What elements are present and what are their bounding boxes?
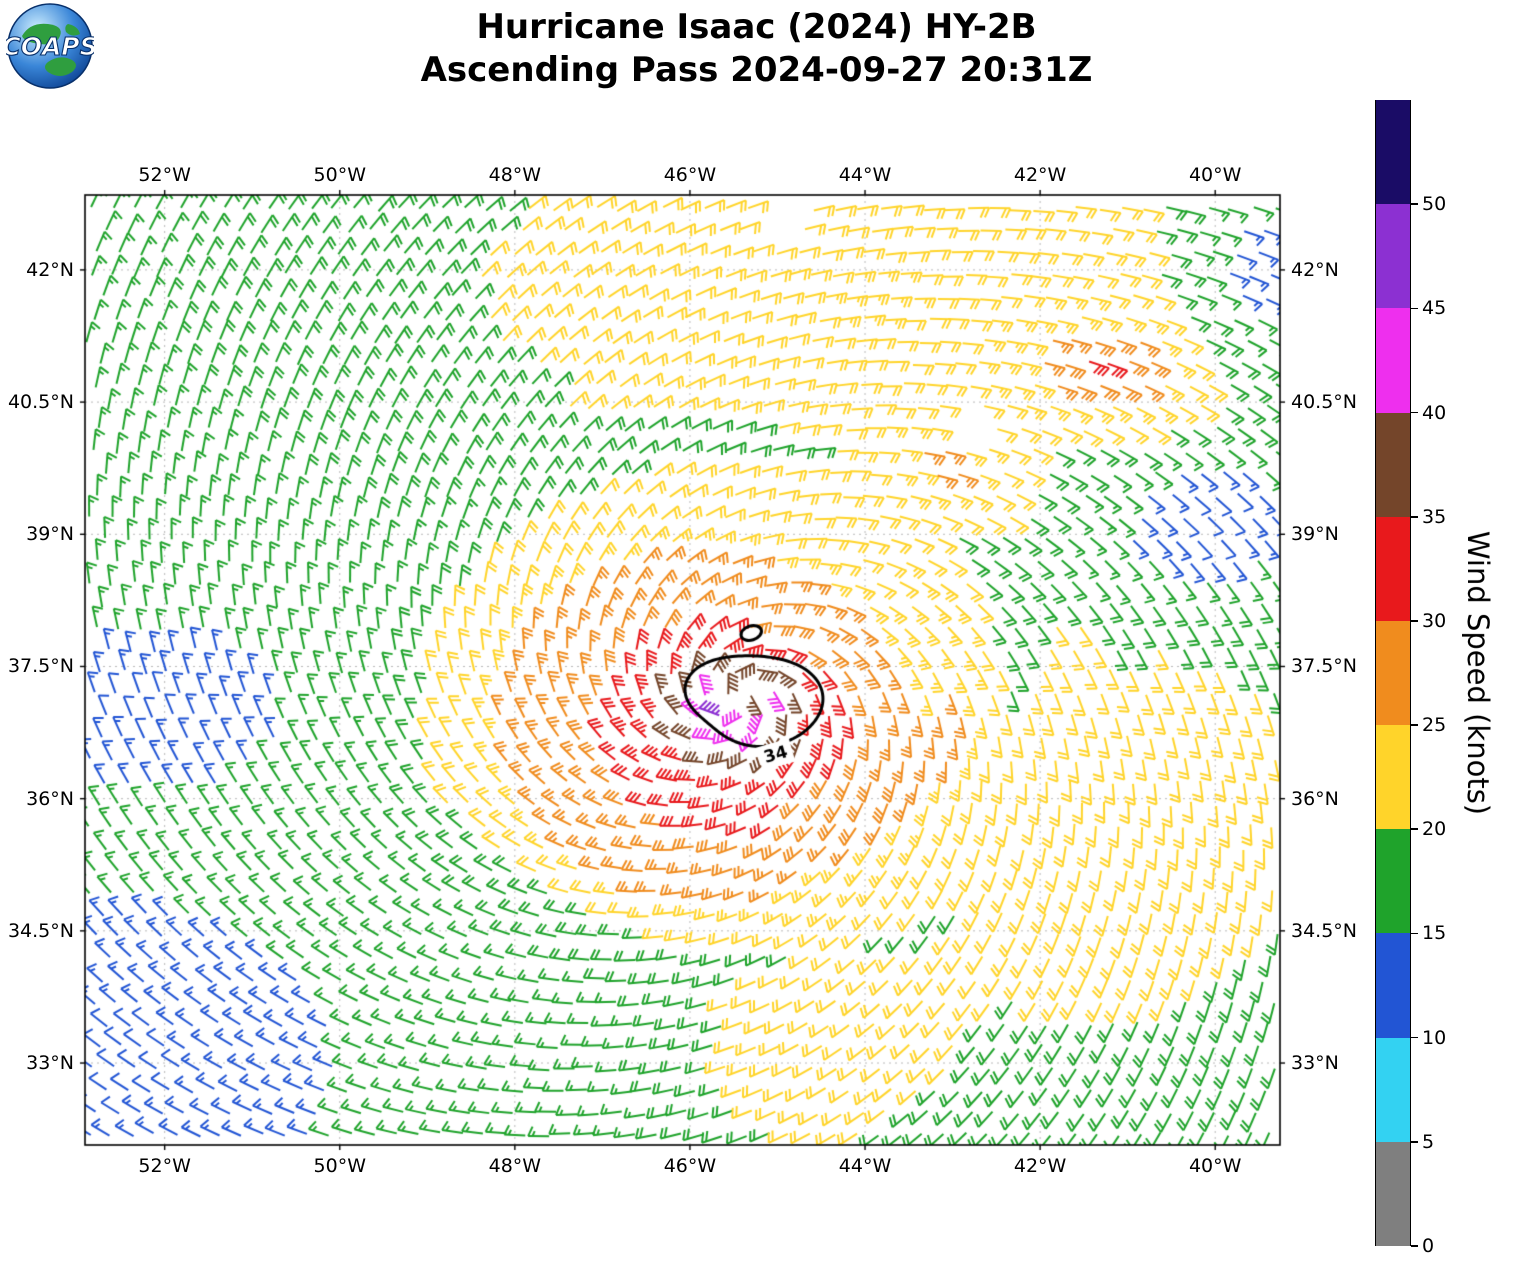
- colorbar-segment: [1376, 307, 1410, 413]
- colorbar-tick-mark: [1411, 307, 1418, 310]
- x-axis-tick-label-bottom: 40°W: [1188, 1155, 1242, 1177]
- colorbar-tick-mark: [1411, 1141, 1418, 1143]
- x-axis-tick-label-bottom: 44°W: [838, 1155, 892, 1177]
- y-axis-tick-label-left: 37.5°N: [7, 655, 74, 678]
- x-axis-tick-label-bottom: 46°W: [663, 1155, 717, 1177]
- x-axis-tick-label-top: 46°W: [663, 164, 717, 186]
- colorbar-tick-mark: [1411, 620, 1418, 622]
- y-axis-tick-label-right: 33°N: [1291, 1052, 1339, 1075]
- colorbar-tick-label: 20: [1422, 818, 1447, 841]
- colorbar-tick-mark: [1411, 1245, 1418, 1247]
- y-axis-tick-label-left: 34.5°N: [7, 919, 74, 942]
- x-axis-tick-label-top: 52°W: [138, 164, 191, 186]
- colorbar-tick-label: 0: [1422, 1235, 1435, 1257]
- x-axis-tick-label-bottom: 50°W: [313, 1155, 366, 1177]
- colorbar-tick-label: 50: [1422, 193, 1447, 216]
- x-axis-tick-label-top: 44°W: [838, 164, 892, 186]
- y-axis-tick-label-right: 34.5°N: [1291, 919, 1358, 942]
- y-axis-tick-label-right: 42°N: [1291, 258, 1339, 281]
- colorbar-tick-label: 40: [1422, 401, 1447, 424]
- x-axis-tick-label-top: 42°W: [1013, 164, 1067, 186]
- colorbar-tick-label: 15: [1422, 922, 1447, 945]
- y-axis-tick-label-right: 40.5°N: [1291, 391, 1358, 414]
- colorbar-tick-label: 45: [1422, 297, 1447, 320]
- colorbar-tick-mark: [1411, 724, 1418, 726]
- colorbar-tick-label: 35: [1422, 505, 1447, 528]
- colorbar-tick-label: 25: [1422, 714, 1447, 737]
- y-axis-tick-label-right: 39°N: [1291, 523, 1339, 546]
- colorbar-segment: [1376, 828, 1410, 934]
- colorbar-tick-mark: [1411, 515, 1418, 518]
- colorbar-segment: [1376, 516, 1410, 621]
- colorbar-segment: [1376, 724, 1410, 830]
- colorbar-tick-mark: [1411, 1036, 1418, 1039]
- colorbar-tick-mark: [1411, 828, 1418, 831]
- x-axis-tick-label-top: 40°W: [1188, 164, 1242, 186]
- colorbar-axis-label: Wind Speed (knots): [1461, 530, 1495, 816]
- x-axis-tick-label-top: 48°W: [488, 164, 542, 186]
- colorbar-segment: [1376, 932, 1410, 1038]
- colorbar-tick-label: 5: [1422, 1130, 1435, 1153]
- colorbar-segment: [1376, 1037, 1410, 1142]
- y-axis-tick-label-right: 37.5°N: [1291, 655, 1358, 678]
- y-axis-tick-label-right: 36°N: [1291, 787, 1339, 810]
- colorbar-tick-mark: [1411, 203, 1418, 205]
- colorbar-tick-mark: [1411, 411, 1418, 414]
- y-axis-tick-label-left: 39°N: [26, 523, 74, 546]
- y-axis-tick-label-left: 36°N: [26, 787, 74, 810]
- colorbar-segment: [1376, 1141, 1410, 1246]
- x-axis-tick-label-bottom: 52°W: [138, 1155, 191, 1177]
- colorbar-segment: [1376, 203, 1410, 309]
- y-axis-tick-label-left: 40.5°N: [7, 391, 74, 414]
- y-axis-tick-label-left: 42°N: [26, 258, 74, 281]
- colorbar-segment: [1376, 412, 1410, 517]
- colorbar-tick-label: 10: [1422, 1026, 1447, 1049]
- colorbar-tick-mark: [1411, 932, 1418, 935]
- x-axis-tick-label-bottom: 48°W: [488, 1155, 542, 1177]
- x-axis-tick-label-bottom: 42°W: [1013, 1155, 1067, 1177]
- y-axis-tick-label-left: 33°N: [26, 1052, 74, 1075]
- colorbar-segment: [1376, 620, 1410, 726]
- x-axis-tick-label-top: 50°W: [313, 164, 366, 186]
- colorbar: [1375, 99, 1411, 1246]
- colorbar-segment: [1376, 99, 1410, 205]
- colorbar-tick-label: 30: [1422, 609, 1447, 632]
